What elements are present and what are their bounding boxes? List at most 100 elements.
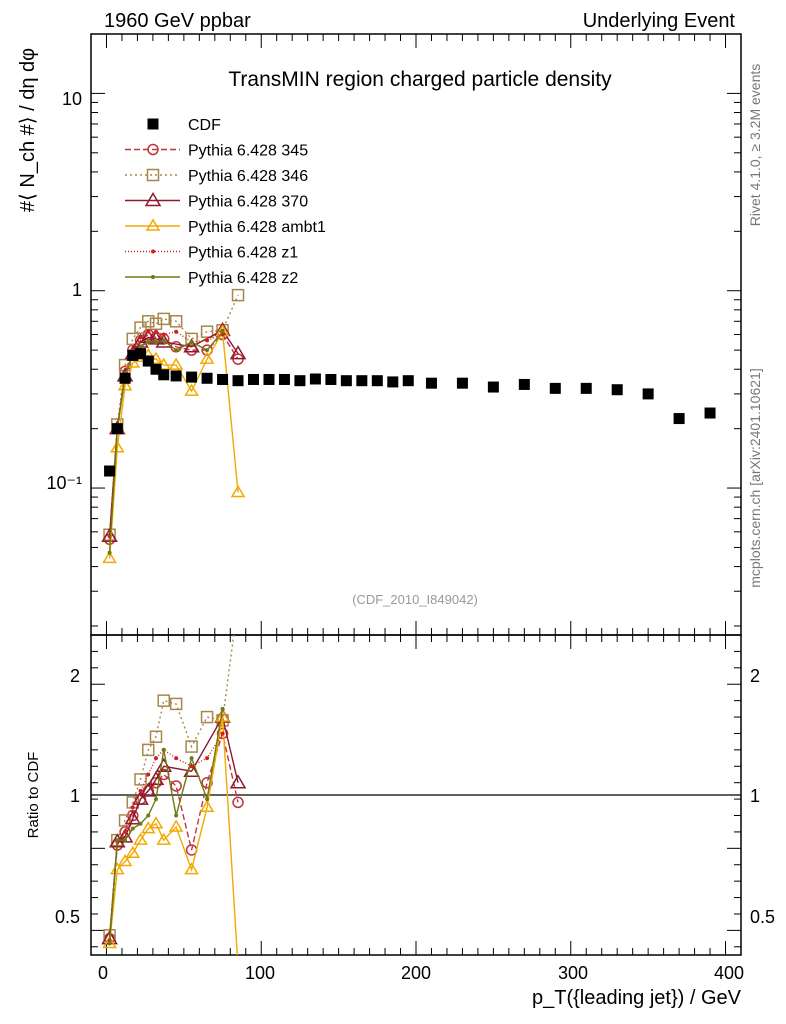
- ratio-point-z2: [146, 813, 151, 818]
- y-axis-label-text: #⟨ N_ch #⟩ / dη dφ: [17, 48, 39, 212]
- legend-label-z2: Pythia 6.428 z2: [188, 270, 298, 287]
- ratio-point-ambt1: [102, 936, 117, 949]
- ratio-axis-label: Ratio to CDF: [25, 752, 42, 839]
- data-point-CDF: [673, 413, 685, 425]
- ratio-point-p346: [185, 740, 198, 753]
- data-point-CDF: [248, 373, 259, 385]
- data-point-z2: [220, 329, 225, 334]
- data-point-p346: [200, 325, 214, 338]
- data-point-z2: [107, 550, 112, 555]
- ratio-point-z2: [123, 838, 128, 843]
- data-point-CDF: [278, 373, 290, 385]
- series-line-p370: [108, 329, 239, 537]
- ratio-point-z2: [174, 813, 179, 818]
- ratio-point-p346: [233, 597, 244, 608]
- ratio-line-p346: [108, 635, 235, 936]
- legend-marker-p345: [147, 143, 159, 156]
- data-point-CDF: [425, 377, 437, 389]
- data-point-CDF: [580, 382, 592, 394]
- ratio-point-p345: [150, 776, 162, 789]
- data-point-CDF: [642, 388, 654, 400]
- y-tick-label: 10: [62, 89, 82, 109]
- rivet-version-label: Rivet 4.1.0, ≥ 3.2M events: [747, 64, 763, 227]
- data-point-CDF: [356, 375, 368, 387]
- legend-label-z1: Pythia 6.428 z1: [188, 245, 298, 262]
- ratio-point-z1: [154, 756, 158, 761]
- ratio-tick-label-left: 2: [70, 666, 80, 686]
- data-point-CDF: [294, 375, 306, 387]
- data-point-z1: [161, 332, 166, 337]
- series-line-z2: [108, 331, 224, 553]
- ratio-point-z1: [146, 772, 151, 777]
- data-point-z2: [154, 339, 158, 344]
- ratio-point-z2: [161, 747, 166, 752]
- data-point-CDF: [119, 372, 131, 384]
- data-point-CDF: [127, 349, 139, 361]
- data-point-ambt1: [230, 484, 246, 498]
- x-tick-label: 0: [98, 963, 108, 983]
- data-point-z2: [138, 344, 143, 349]
- x-tick-label: 100: [245, 963, 275, 983]
- y-tick-label: 1: [72, 280, 82, 300]
- data-point-z1: [205, 338, 210, 343]
- ratio-line-ambt1: [108, 716, 239, 955]
- data-point-CDF: [371, 375, 383, 387]
- y-tick-label: 10⁻¹: [46, 473, 82, 493]
- x-tick-label: 400: [714, 963, 744, 983]
- data-point-p346: [169, 315, 183, 328]
- ratio-point-z1: [220, 731, 225, 736]
- ratio-point-z2: [107, 941, 112, 946]
- x-tick-labels: 0 100 200 300 400: [98, 963, 744, 983]
- data-point-z1: [174, 329, 179, 334]
- ratio-point-ambt1: [148, 816, 164, 829]
- data-point-p370: [101, 527, 118, 542]
- ratio-point-ambt1: [232, 960, 244, 970]
- ratio-point-z2: [154, 797, 158, 802]
- analysis-label: (CDF_2010_I849042): [352, 592, 478, 607]
- data-point-z2: [189, 339, 194, 344]
- ratio-point-z2: [115, 838, 120, 843]
- data-point-CDF: [456, 377, 468, 389]
- ratio-point-z2: [205, 797, 210, 802]
- legend-label-p346: Pythia 6.428 346: [188, 168, 308, 185]
- ratio-line-p370: [108, 715, 239, 939]
- ratio-point-ambt1: [184, 862, 199, 875]
- ratio-point-p345: [170, 780, 182, 792]
- data-point-CDF: [611, 384, 623, 396]
- data-point-z1: [146, 329, 151, 334]
- data-point-p346: [134, 321, 147, 334]
- ratio-point-p346: [149, 730, 163, 743]
- data-point-p346: [142, 315, 155, 328]
- data-point-p346: [231, 288, 245, 302]
- data-point-p370: [229, 345, 247, 360]
- legend: CDF Pythia 6.428 345 Pythia 6.428 346 Pythi…: [125, 117, 326, 287]
- data-point-ambt1: [168, 357, 184, 370]
- data-point-z2: [161, 338, 166, 343]
- ratio-point-p346: [118, 814, 132, 827]
- data-point-CDF: [325, 373, 337, 385]
- legend-label-ambt1: Pythia 6.428 ambt1: [188, 219, 326, 236]
- main-series-layer: [101, 288, 716, 564]
- data-point-CDF: [487, 381, 499, 393]
- legend-marker-p346: [146, 168, 160, 182]
- ratio-tick-label-right: 2: [750, 666, 760, 686]
- data-point-z1: [138, 335, 143, 340]
- ratio-point-p346: [169, 697, 183, 711]
- data-point-CDF: [186, 371, 198, 383]
- ratio-point-p346: [200, 710, 214, 724]
- ratio-tick-label-right: 1: [750, 786, 760, 806]
- data-point-CDF: [158, 369, 170, 381]
- data-point-CDF: [150, 363, 162, 375]
- ratio-point-p370: [229, 774, 247, 789]
- ratio-point-p345: [216, 727, 229, 740]
- legend-label-CDF: CDF: [188, 117, 221, 134]
- ratio-point-z1: [174, 756, 179, 761]
- y-tick-labels: 10⁻¹ 1 10: [46, 89, 82, 493]
- ratio-point-p345: [232, 796, 244, 809]
- ratio-point-z2: [130, 826, 135, 831]
- data-point-CDF: [387, 376, 399, 388]
- data-point-ambt1: [102, 550, 117, 564]
- legend-label-p345: Pythia 6.428 345: [188, 143, 308, 160]
- data-point-CDF: [170, 370, 182, 382]
